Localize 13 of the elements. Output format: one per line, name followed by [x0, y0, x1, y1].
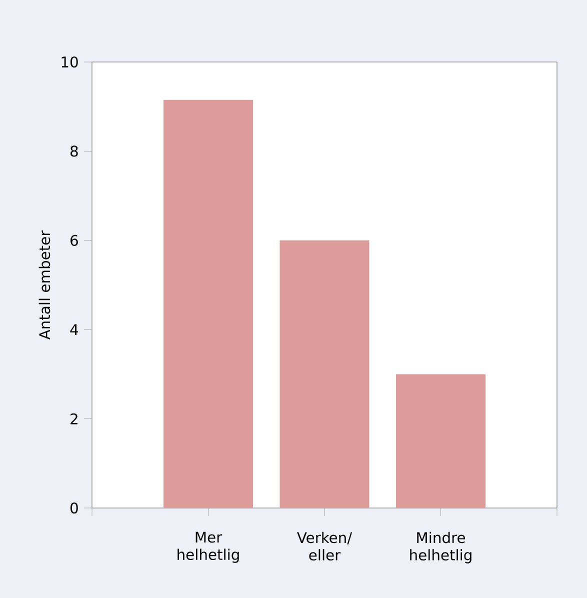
x-tick-label: Mindre helhetlig: [410, 532, 472, 564]
y-tick-label: 2: [70, 413, 78, 424]
bar: [163, 100, 254, 508]
y-tick-label: 10: [62, 56, 78, 68]
y-tick-label: 6: [70, 234, 78, 246]
y-axis-title: Antall embeter: [38, 230, 50, 340]
x-tick-label: Verken/ eller: [297, 532, 352, 560]
y-tick-label: 4: [70, 324, 78, 335]
bar: [396, 374, 486, 508]
bar: [280, 240, 370, 508]
y-tick-label: 8: [70, 146, 78, 157]
x-tick-label: Mer helhetlig: [178, 532, 239, 563]
y-tick-label: 0: [70, 502, 78, 514]
